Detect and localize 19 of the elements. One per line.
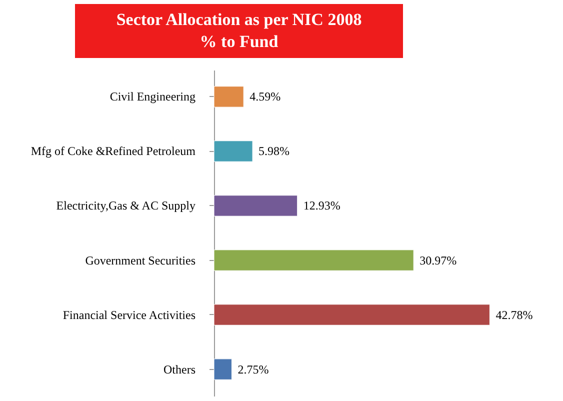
data-label: 4.59% [250,90,281,104]
data-label: 12.93% [303,198,340,213]
bar [214,250,414,271]
y-tick-label: Financial Service Activities [62,308,196,322]
data-label: 2.75% [238,362,269,376]
bar [214,358,232,380]
y-tick-label: Civil Engineering [110,90,196,104]
chart-title: Sector Allocation as per NIC 2008 % to Fund [116,10,362,51]
bar [214,86,244,108]
y-tick-label: Government Securities [85,253,196,268]
y-tick-label: Electricity,Gas & AC Supply [56,198,196,213]
bar [214,304,490,326]
data-label: 42.78% [496,308,533,322]
y-tick-label: Mfg of Coke &Refined Petroleum [30,144,196,158]
bar [214,195,298,216]
y-tick-label: Others [164,362,196,376]
data-label: 30.97% [420,253,457,268]
bar [214,140,253,162]
data-label: 5.98% [258,144,290,158]
